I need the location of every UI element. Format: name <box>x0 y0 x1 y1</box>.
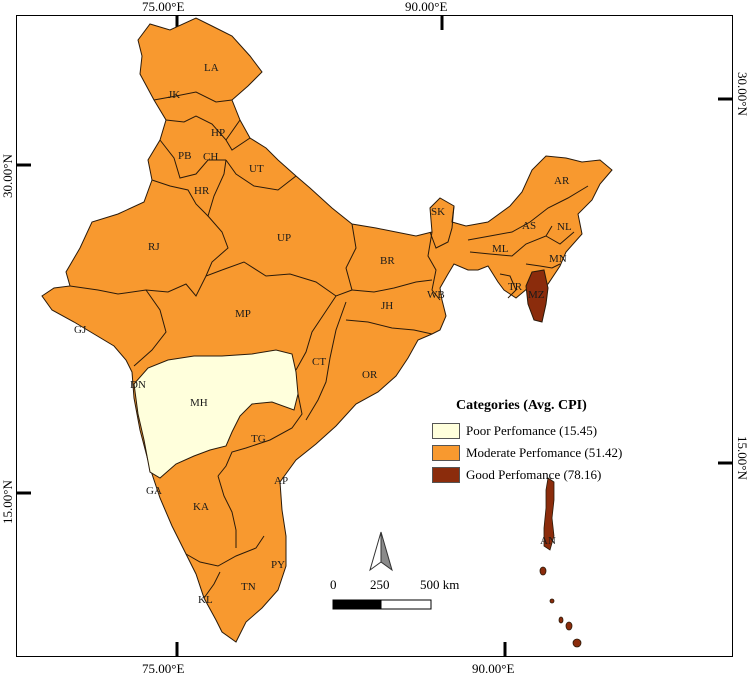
state-label-ap: AP <box>274 475 288 487</box>
state-label-ut: UT <box>249 163 264 175</box>
border-hp-ut <box>225 137 251 151</box>
legend-item-poor: Poor Perfomance (15.45) <box>432 420 632 442</box>
border-wb <box>427 231 441 301</box>
border-rj-gj-mp <box>69 269 223 297</box>
state-label-ar: AR <box>554 175 570 187</box>
state-label-ml: ML <box>492 243 509 255</box>
state-label-hp: HP <box>211 127 225 139</box>
state-label-wb: WB <box>427 289 445 301</box>
state-label-tr: TR <box>508 281 523 293</box>
state-borders <box>69 91 589 599</box>
legend-label-poor: Poor Perfomance (15.45) <box>466 423 598 438</box>
state-label-an: AN <box>540 535 556 547</box>
legend-swatch-moderate <box>432 445 460 461</box>
bottom-tick-75e: 75.00°E <box>142 661 185 676</box>
state-label-kl: KL <box>198 594 213 606</box>
legend-item-moderate: Moderate Perfomance (51.42) <box>432 442 632 464</box>
border-gj-mp <box>133 289 167 367</box>
state-shape-mh <box>133 349 299 479</box>
border-mp-ct <box>295 295 337 371</box>
island-1 <box>539 566 547 576</box>
top-tick-90e: 90.00°E <box>405 0 448 14</box>
frame-ticks <box>16 15 733 657</box>
bottom-tick-90e: 90.00°E <box>472 661 515 676</box>
border-ut-up <box>225 159 297 191</box>
border-tg-ap <box>217 393 303 477</box>
state-label-tg: TG <box>251 433 266 445</box>
top-tick-75e: 75.00°E <box>142 0 185 14</box>
state-label-ka: KA <box>193 501 209 513</box>
border-up-br <box>345 223 357 291</box>
legend-title: Categories (Avg. CPI) <box>456 398 587 413</box>
andaman-nicobar-islands <box>539 477 582 648</box>
border-tr <box>499 273 517 299</box>
mainland-india <box>41 17 613 643</box>
legend-item-good: Good Perfomance (78.16) <box>432 464 632 486</box>
legend-swatch-poor <box>432 423 460 439</box>
border-ne-sk <box>429 205 455 249</box>
state-label-or: OR <box>362 369 378 381</box>
state-label-mn: MN <box>549 253 567 265</box>
state-label-pb: PB <box>178 150 191 162</box>
north-arrow-right-half <box>380 531 393 572</box>
scale-bar-segment-light <box>380 599 432 610</box>
scale-label-0: 0 <box>330 577 337 592</box>
scale-bar <box>332 599 432 610</box>
border-as-ml <box>469 225 553 257</box>
border-ka-tn <box>185 535 265 567</box>
border-rj-up <box>205 215 229 277</box>
border-kl-tn <box>203 571 221 599</box>
state-label-as: AS <box>522 220 536 232</box>
north-arrow-icon <box>369 531 393 572</box>
island-2 <box>549 598 555 604</box>
state-label-tn: TN <box>241 581 256 593</box>
border-nl-mn <box>545 231 575 245</box>
border-ladakh-jk <box>153 91 233 103</box>
island-3 <box>558 616 564 624</box>
scale-bar-labels: 0 250 500 km <box>318 577 478 595</box>
scale-label-250: 250 <box>370 577 390 592</box>
island-5 <box>572 638 582 648</box>
scale-label-500km: 500 km <box>420 577 460 592</box>
state-label-hr: HR <box>194 185 210 197</box>
state-label-gj: GJ <box>74 324 87 336</box>
north-arrow-left-half <box>369 531 382 572</box>
border-mn-mz <box>525 263 561 269</box>
state-label-br: BR <box>380 255 395 267</box>
border-jk-hp <box>165 115 241 141</box>
state-label-ch: CH <box>203 151 218 163</box>
border-ka-ap <box>217 475 237 548</box>
legend-swatch-good <box>432 467 460 483</box>
border-pb-hr <box>159 139 226 179</box>
state-label-sk: SK <box>431 206 445 218</box>
state-label-mz: MZ <box>528 289 545 301</box>
state-label-ga: GA <box>146 485 162 497</box>
state-label-dn: DN <box>130 379 146 391</box>
state-label-jh: JH <box>381 300 393 312</box>
state-label-mh: MH <box>190 397 208 409</box>
state-label-rj: RJ <box>148 241 160 253</box>
legend-label-moderate: Moderate Perfomance (51.42) <box>466 445 623 460</box>
state-label-mp: MP <box>235 308 251 320</box>
state-label-jk: JK <box>168 89 180 101</box>
border-hr-rj <box>151 159 227 217</box>
state-labels: LA JK HP PB CH UT HR RJ UP BR SK AR AS N… <box>74 62 572 606</box>
border-ct-or <box>305 301 347 421</box>
state-label-la: LA <box>204 62 219 74</box>
border-br-jh <box>351 279 433 293</box>
legend-label-good: Good Perfomance (78.16) <box>466 467 602 482</box>
island-andaman <box>543 477 555 551</box>
legend: Categories (Avg. CPI) Poor Perfomance (1… <box>432 398 632 486</box>
state-label-up: UP <box>277 232 291 244</box>
state-label-py: PY <box>271 559 285 571</box>
state-label-nl: NL <box>557 221 572 233</box>
state-shape-mz <box>525 269 549 323</box>
state-label-ct: CT <box>312 356 326 368</box>
border-jh-or <box>345 319 433 335</box>
border-as-ar <box>467 185 589 241</box>
island-4 <box>565 621 573 631</box>
scale-bar-segment-dark <box>332 599 382 610</box>
